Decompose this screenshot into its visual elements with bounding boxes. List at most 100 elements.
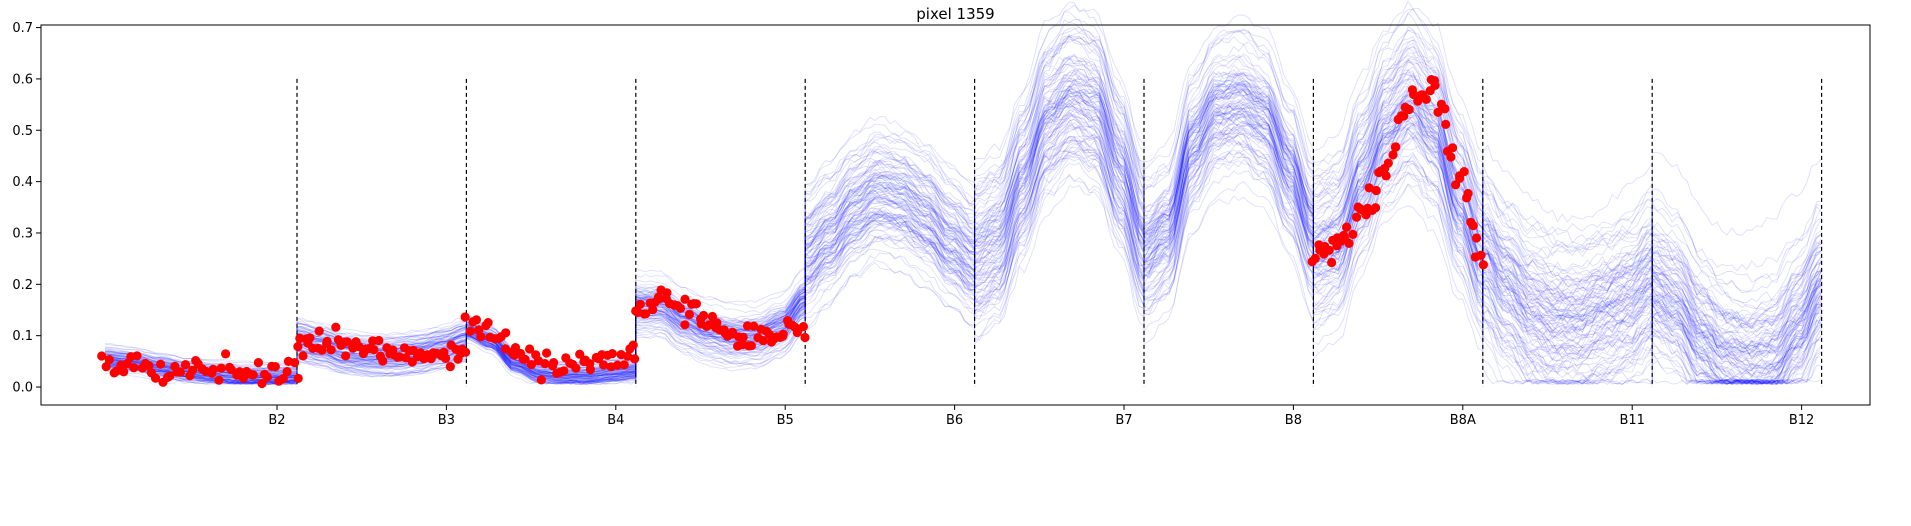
observation-point (293, 342, 303, 352)
observation-point (226, 365, 236, 375)
observation-point (305, 333, 315, 343)
observation-point (104, 355, 114, 365)
observation-point (461, 347, 471, 357)
x-tick-label: B12 (1789, 413, 1814, 428)
observation-point (257, 378, 267, 389)
observation-point (623, 351, 633, 361)
y-tick-label: 0.0 (12, 381, 33, 396)
y-tick-label: 0.6 (12, 72, 33, 87)
observation-point (628, 340, 638, 350)
observation-point (1399, 111, 1409, 121)
observation-point (369, 345, 379, 355)
observation-point (1364, 183, 1374, 193)
observation-point (150, 373, 161, 383)
observation-point (331, 322, 341, 332)
observation-point (607, 349, 617, 359)
y-tick-label: 0.3 (12, 226, 33, 241)
x-tick-label: B7 (1115, 413, 1132, 428)
observation-point (758, 336, 768, 346)
observation-point (175, 367, 185, 377)
observation-point (322, 336, 332, 346)
x-tick-label: B4 (607, 413, 624, 428)
observation-point (654, 294, 665, 304)
observation-point (188, 365, 198, 375)
observation-point (1388, 150, 1398, 160)
observation-point (526, 360, 537, 370)
observation-point (1463, 188, 1473, 199)
observation-point (465, 326, 475, 336)
observation-point (216, 363, 226, 373)
observation-point (293, 373, 303, 383)
observation-point (540, 359, 550, 369)
observation-point (341, 351, 351, 361)
observation-point (165, 371, 175, 381)
observation-point (662, 288, 672, 298)
ensemble-line (104, 54, 1822, 378)
observation-point (1327, 257, 1337, 268)
ensemble-line (104, 65, 1823, 385)
observation-point (675, 303, 686, 313)
observation-point (253, 358, 263, 368)
ensemble-line (104, 77, 1822, 385)
observation-point (270, 362, 280, 372)
observation-point (1348, 229, 1358, 239)
observation-point (635, 299, 645, 309)
ensemble-line (104, 87, 1823, 385)
x-tick-label: B11 (1619, 413, 1644, 428)
observation-point (571, 363, 581, 373)
chart-title: pixel 1359 (916, 5, 994, 23)
observation-point (800, 332, 810, 343)
observation-point (1310, 253, 1320, 263)
observation-point (1471, 233, 1482, 243)
observation-point (1381, 171, 1391, 181)
observation-point (1478, 260, 1488, 270)
observation-point (374, 335, 384, 346)
observation-point (278, 374, 288, 384)
observation-point (221, 349, 231, 359)
observation-point (1440, 104, 1450, 114)
observation-point (262, 372, 272, 382)
observation-point (1404, 104, 1414, 115)
ensemble-line (104, 77, 1823, 383)
observation-point (680, 320, 690, 330)
ensemble-line (105, 35, 1823, 378)
observation-point (483, 318, 493, 328)
y-tick-label: 0.7 (12, 21, 33, 36)
ensemble-line (104, 77, 1822, 385)
observation-point (798, 322, 809, 332)
observation-point (214, 375, 224, 385)
ensemble-line (104, 64, 1822, 385)
observation-point (749, 321, 759, 331)
ensemble-line (104, 76, 1822, 385)
observation-point (559, 366, 569, 376)
observation-point (1352, 212, 1362, 222)
ensemble-line (104, 0, 1822, 385)
observation-point (1441, 119, 1451, 129)
observation-point (1448, 143, 1458, 153)
observation-point (691, 299, 702, 309)
observation-point (445, 362, 455, 372)
observation-point (542, 348, 552, 358)
observation-point (132, 351, 142, 361)
observation-point (680, 294, 690, 304)
observation-point (317, 345, 327, 355)
y-axis: 0.0 0.1 0.2 0.3 0.4 0.5 0.6 0.7 (12, 21, 41, 396)
observation-point (1371, 203, 1381, 213)
x-tick-label: B6 (946, 413, 963, 428)
observation-point (129, 363, 139, 373)
observation-point (180, 360, 191, 370)
observation-point (248, 370, 258, 380)
observation-point (525, 344, 535, 354)
observation-point (290, 358, 300, 368)
ensemble-line (104, 1, 1822, 385)
ensemble-line (104, 85, 1822, 385)
observation-points (97, 75, 1488, 389)
observation-point (1371, 185, 1381, 196)
x-tick-label: B3 (438, 413, 455, 428)
observation-point (460, 312, 470, 322)
observation-point (575, 349, 585, 359)
observation-point (1324, 245, 1334, 255)
observation-point (1342, 222, 1352, 232)
